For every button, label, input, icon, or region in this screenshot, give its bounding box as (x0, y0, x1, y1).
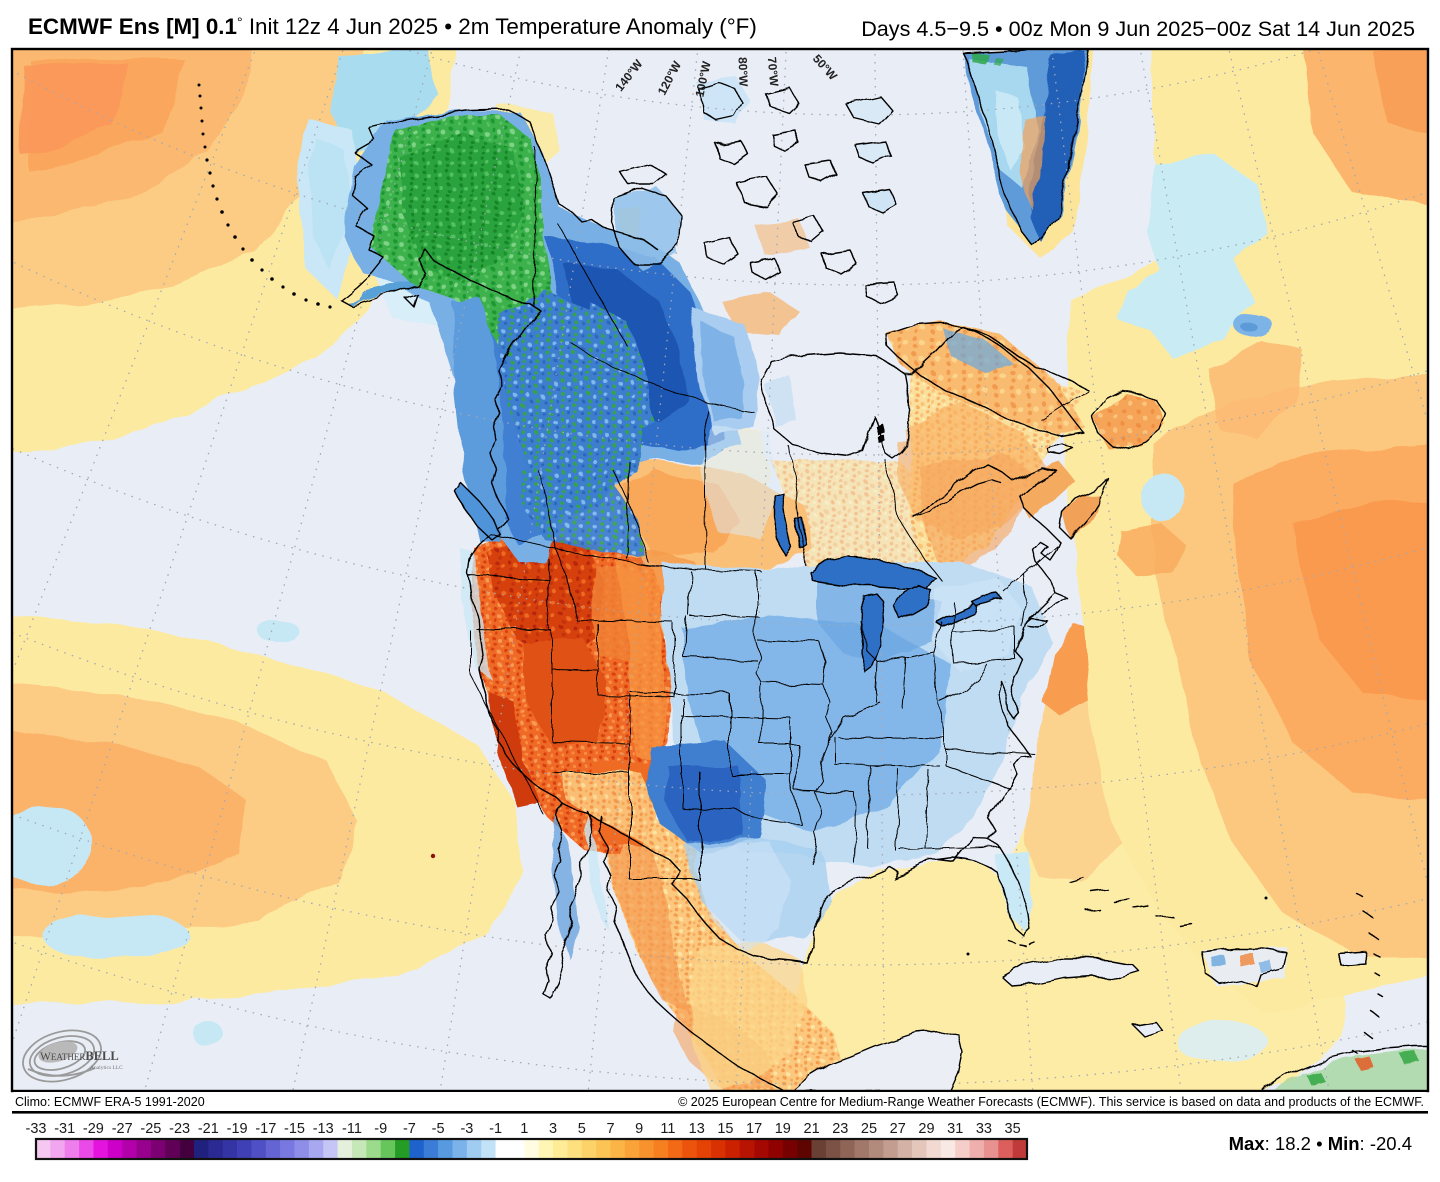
svg-text:3: 3 (549, 1121, 557, 1137)
svg-text:-33: -33 (26, 1121, 47, 1137)
svg-text:9: 9 (635, 1121, 643, 1137)
svg-text:15: 15 (717, 1121, 733, 1137)
svg-text:-9: -9 (374, 1121, 387, 1137)
svg-text:25: 25 (861, 1121, 877, 1137)
svg-text:-1: -1 (489, 1121, 502, 1137)
svg-text:-25: -25 (140, 1121, 161, 1137)
svg-text:-7: -7 (403, 1121, 416, 1137)
svg-text:-23: -23 (169, 1121, 190, 1137)
svg-text:-17: -17 (255, 1121, 276, 1137)
svg-text:11: 11 (660, 1121, 675, 1137)
svg-text:29: 29 (918, 1121, 934, 1137)
svg-text:Max: 18.2 • Min: -20.4: Max: 18.2 • Min: -20.4 (1229, 1133, 1412, 1154)
svg-text:-13: -13 (313, 1121, 334, 1137)
svg-text:1: 1 (520, 1121, 528, 1137)
svg-text:31: 31 (947, 1121, 963, 1137)
svg-text:-21: -21 (198, 1121, 219, 1137)
svg-text:33: 33 (976, 1121, 992, 1137)
svg-text:© 2025 European Centre for Med: © 2025 European Centre for Medium-Range … (678, 1095, 1424, 1109)
svg-text:-11: -11 (342, 1121, 362, 1137)
svg-text:19: 19 (775, 1121, 791, 1137)
svg-text:17: 17 (746, 1121, 762, 1137)
svg-text:13: 13 (689, 1121, 705, 1137)
svg-text:-31: -31 (54, 1121, 75, 1137)
svg-text:21: 21 (804, 1121, 820, 1137)
svg-text:5: 5 (578, 1121, 586, 1137)
svg-text:WEATHERBELL: WEATHERBELL (40, 1049, 119, 1063)
svg-text:-3: -3 (460, 1121, 473, 1137)
svg-text:7: 7 (606, 1121, 614, 1137)
svg-text:70°W: 70°W (765, 56, 782, 87)
svg-text:-5: -5 (432, 1121, 445, 1137)
svg-text:35: 35 (1005, 1121, 1021, 1137)
svg-text:Analytics LLC: Analytics LLC (90, 1065, 123, 1071)
svg-text:Climo: ECMWF ERA-5 1991-2020: Climo: ECMWF ERA-5 1991-2020 (15, 1095, 205, 1109)
svg-text:-27: -27 (112, 1121, 133, 1137)
svg-text:27: 27 (890, 1121, 906, 1137)
svg-text:-15: -15 (284, 1121, 305, 1137)
svg-text:23: 23 (832, 1121, 848, 1137)
svg-text:-19: -19 (227, 1121, 248, 1137)
svg-text:-29: -29 (83, 1121, 104, 1137)
svg-text:80°W: 80°W (735, 57, 750, 88)
